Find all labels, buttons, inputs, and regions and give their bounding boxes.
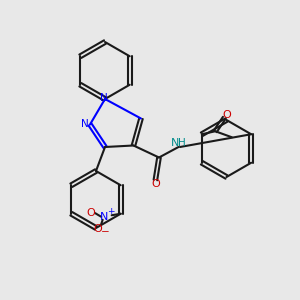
Text: O: O (222, 110, 231, 120)
Text: N: N (171, 137, 180, 148)
Text: N: N (100, 212, 108, 222)
Text: N: N (81, 119, 88, 129)
Text: −: − (100, 227, 109, 237)
Text: O: O (94, 224, 103, 234)
Text: O: O (151, 178, 160, 189)
Text: O: O (86, 208, 95, 218)
Text: H: H (178, 137, 186, 148)
Text: +: + (107, 207, 115, 216)
Text: N: N (100, 93, 107, 103)
